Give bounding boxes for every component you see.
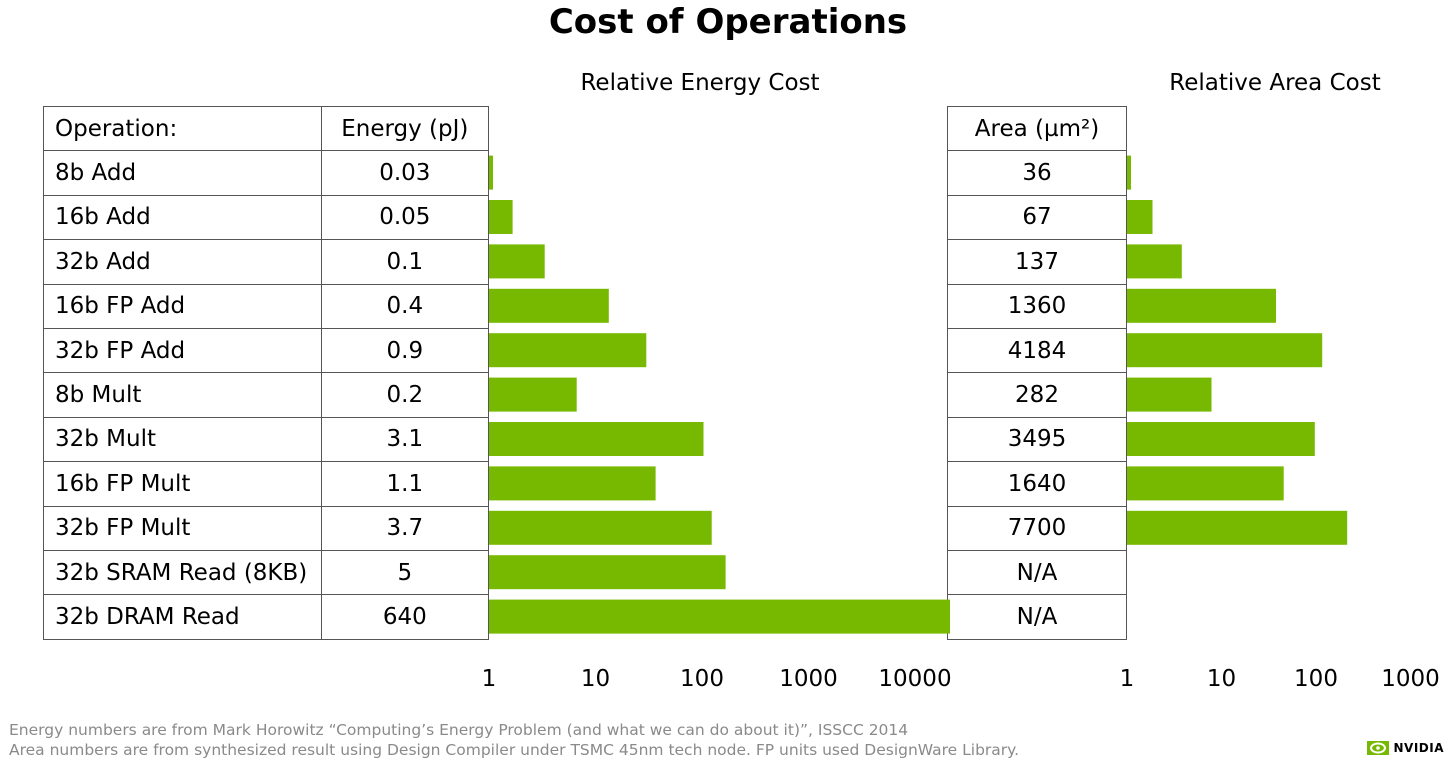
energy-bar [489, 200, 513, 234]
area-axis-tick-label: 1 [1120, 666, 1135, 692]
table-row: 32b Mult 3.1 [43, 416, 490, 463]
area-axis-tick-label: 10 [1207, 666, 1236, 692]
energy-cell: 0.05 [320, 194, 490, 241]
area-bar [1127, 155, 1131, 190]
energy-axis-tick-label: 10000 [878, 666, 951, 692]
table-row: 16b FP Mult 1.1 [43, 461, 490, 507]
energy-bar [489, 422, 704, 456]
area-bar [1127, 288, 1276, 323]
energy-bar [489, 333, 647, 368]
energy-axis-tick-label: 1 [482, 666, 497, 692]
area-cell: 36 [947, 150, 1127, 196]
energy-bar [489, 599, 950, 634]
operation-cell: 32b Add [43, 239, 322, 285]
energy-header: Energy (pJ) [320, 105, 490, 152]
table-header-row: Area (µm²) [947, 105, 1127, 152]
operation-cell: 32b Mult [43, 416, 322, 463]
operation-header: Operation: [43, 105, 322, 152]
energy-bar [489, 555, 726, 590]
nvidia-logo-text: NVIDIA [1393, 741, 1444, 755]
table-row: 1640 [947, 461, 1127, 507]
table-row: 32b DRAM Read 640 [43, 594, 490, 640]
nvidia-logo: NVIDIA [1367, 741, 1444, 755]
area-cell: 4184 [947, 327, 1127, 374]
area-cell: 137 [947, 239, 1127, 285]
energy-cell: 5 [320, 549, 490, 596]
area-cell: N/A [947, 594, 1127, 640]
energy-cell: 0.03 [320, 150, 490, 196]
area-table: Area (µm²) 36 67 137 1360 4184 282 3495 1640 770… [947, 105, 1127, 640]
energy-bar [489, 288, 609, 323]
table-row: N/A [947, 594, 1127, 640]
table-row: N/A [947, 549, 1127, 596]
table-row: 1360 [947, 283, 1127, 329]
table-row: 32b FP Mult 3.7 [43, 505, 490, 551]
area-bar [1127, 333, 1323, 368]
table-row: 3495 [947, 416, 1127, 463]
nvidia-eye-icon [1367, 741, 1390, 755]
operation-cell: 16b FP Add [43, 283, 322, 329]
operation-cell: 32b FP Add [43, 327, 322, 374]
operations-table: Operation: Energy (pJ) 8b Add 0.03 16b Add… [43, 105, 490, 640]
energy-cell: 3.1 [320, 416, 490, 463]
energy-axis-tick-label: 10 [581, 666, 610, 692]
table-row: 8b Mult 0.2 [43, 372, 490, 418]
energy-cell: 640 [320, 594, 490, 640]
table-row: 32b SRAM Read (8KB) 5 [43, 549, 490, 596]
page-title: Cost of Operations [548, 2, 908, 42]
table-row: 4184 [947, 327, 1127, 374]
area-cell: N/A [947, 549, 1127, 596]
area-cell: 3495 [947, 416, 1127, 463]
table-row: 67 [947, 194, 1127, 241]
table-row: 137 [947, 239, 1127, 285]
area-cell: 67 [947, 194, 1127, 241]
energy-axis-tick-label: 1000 [779, 666, 838, 692]
table-row: 8b Add 0.03 [43, 150, 490, 196]
table-row: 32b FP Add 0.9 [43, 327, 490, 374]
table-row: 16b FP Add 0.4 [43, 283, 490, 329]
area-bar [1127, 422, 1315, 456]
operation-cell: 32b DRAM Read [43, 594, 322, 640]
area-bar [1127, 377, 1212, 412]
area-cell: 7700 [947, 505, 1127, 551]
energy-cell: 0.2 [320, 372, 490, 418]
table-row: 32b Add 0.1 [43, 239, 490, 285]
table-row: 7700 [947, 505, 1127, 551]
energy-bar [489, 466, 656, 501]
energy-cell: 0.4 [320, 283, 490, 329]
area-header: Area (µm²) [947, 105, 1127, 152]
area-chart-title: Relative Area Cost [1169, 70, 1381, 96]
operation-cell: 16b FP Mult [43, 461, 322, 507]
area-cell: 1640 [947, 461, 1127, 507]
energy-bar [489, 155, 493, 190]
area-cell: 1360 [947, 283, 1127, 329]
area-bar [1127, 466, 1284, 501]
table-row: 16b Add 0.05 [43, 194, 490, 241]
energy-bar [489, 377, 577, 412]
energy-cell: 3.7 [320, 505, 490, 551]
area-bar [1127, 510, 1348, 545]
energy-chart-title: Relative Energy Cost [580, 70, 820, 96]
area-axis-tick-label: 100 [1294, 666, 1338, 692]
energy-cell: 1.1 [320, 461, 490, 507]
area-axis-tick-label: 1000 [1381, 666, 1440, 692]
energy-bar [489, 510, 712, 545]
footnote-energy: Energy numbers are from Mark Horowitz “C… [9, 721, 909, 739]
table-header-row: Operation: Energy (pJ) [43, 105, 490, 152]
area-bar [1127, 200, 1153, 234]
operation-cell: 32b SRAM Read (8KB) [43, 549, 322, 596]
footnote-area: Area numbers are from synthesized result… [9, 741, 1020, 759]
operation-cell: 8b Add [43, 150, 322, 196]
area-bar [1127, 244, 1182, 279]
table-row: 36 [947, 150, 1127, 196]
operation-cell: 32b FP Mult [43, 505, 322, 551]
energy-axis-tick-label: 100 [680, 666, 724, 692]
energy-bar [489, 244, 545, 279]
